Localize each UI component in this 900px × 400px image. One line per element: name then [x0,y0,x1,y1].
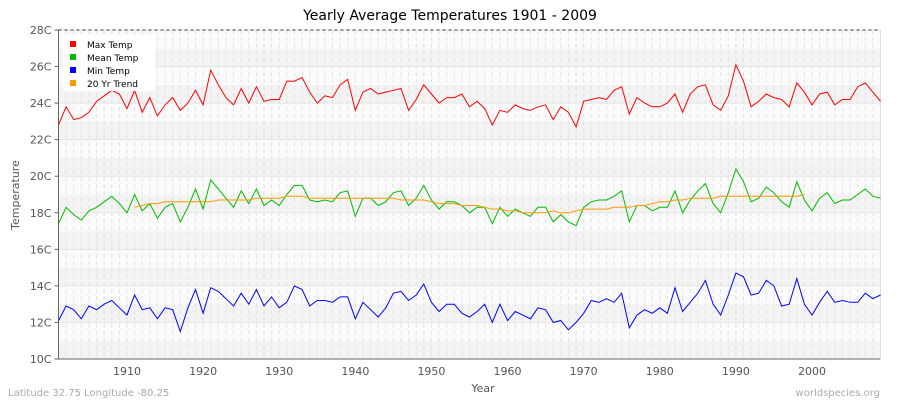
plot-band [58,285,881,305]
x-tick-label: 1990 [722,365,750,378]
legend-swatch [70,54,76,60]
y-tick-label: 20C [30,170,52,183]
legend-swatch [70,67,76,73]
legend-box [63,35,155,91]
legend-label: 20 Yr Trend [87,80,138,90]
plot-band [58,340,881,359]
series-line-mean-temp [58,167,881,227]
y-tick-label: 24C [30,97,52,110]
legend-label: Max Temp [87,41,133,51]
y-tick-label: 16C [30,243,52,256]
x-tick-label: 1980 [646,365,674,378]
y-tick-label: 10C [30,353,52,366]
x-tick-label: 1930 [265,365,293,378]
legend: Max Temp Mean Temp Min Temp 20 Yr Trend [63,35,155,91]
y-tick-label: 14C [30,280,52,293]
legend-swatch [70,41,76,47]
chart-title: Yearly Average Temperatures 1901 - 2009 [302,8,597,24]
y-axis-label: Temperature [9,160,22,231]
y-tick-label: 28C [30,24,52,37]
x-tick-label: 1920 [189,365,217,378]
plot-band [58,194,881,213]
credit: worldspecies.org [796,388,880,399]
legend-label: Mean Temp [87,54,139,64]
series-line-min-temp [58,272,881,334]
legend-label: Min Temp [87,67,130,77]
y-tick-label: 26C [30,61,52,74]
y-tick-label: 12C [30,316,52,329]
x-tick-label: 1960 [494,365,522,378]
x-tick-label: 1970 [570,365,598,378]
series-line-max-temp [58,63,881,129]
y-tick-label: 22C [30,134,52,147]
x-tick-label: 1950 [417,365,445,378]
series-line-20-yr-trend [134,194,805,214]
legend-swatch [70,80,76,86]
x-tick-label: 1910 [113,365,141,378]
x-tick-label: 1940 [341,365,369,378]
x-axis-label: Year [470,382,495,395]
location-note: Latitude 32.75 Longitude -80.25 [8,388,169,399]
x-tick-label: 2000 [798,365,826,378]
y-tick-label: 18C [30,207,52,220]
